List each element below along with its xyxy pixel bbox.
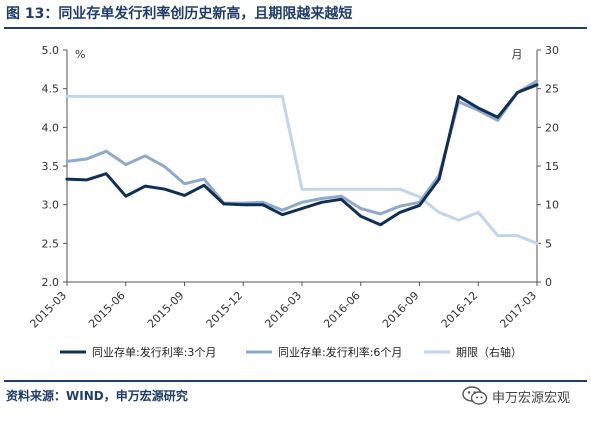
- x-tick-label: 2017-03: [497, 289, 539, 331]
- x-tick-label: 2016-06: [321, 289, 363, 331]
- x-tick-label: 2016-03: [262, 289, 304, 331]
- source-note: 资料来源：WIND，申万宏源研究: [6, 389, 188, 403]
- line-chart: 2.0 2.5 3.0 3.5 4.0 4.5 5.0 % 0 5 10 15 20 25 30 月 2015-…: [27, 44, 559, 359]
- left-tick-label: 4.0: [42, 121, 60, 134]
- right-tick-label: 5: [545, 237, 552, 250]
- right-tick-label: 25: [545, 83, 559, 96]
- left-tick-label: 2.5: [42, 237, 60, 250]
- title-divider: [4, 27, 587, 29]
- x-tick-label: 2015-06: [86, 289, 128, 331]
- left-tick-label: 4.5: [42, 83, 60, 96]
- right-tick-label: 10: [545, 199, 559, 212]
- x-tick-label: 2015-09: [145, 289, 187, 331]
- right-tick-label: 0: [545, 276, 552, 289]
- wechat-icon: [462, 386, 488, 405]
- left-tick-label: 3.5: [42, 160, 60, 173]
- legend: 同业存单:发行利率:3个月 同业存单:发行利率:6个月 期限（右轴）: [60, 345, 522, 359]
- watermark-text: 申万宏源宏观: [492, 390, 571, 406]
- series-line-3: [65, 94, 539, 245]
- right-tick-label: 20: [545, 121, 559, 134]
- watermark: 申万宏源宏观: [462, 383, 570, 409]
- right-tick-label: 15: [545, 160, 559, 173]
- x-tick-label: 2015-12: [204, 289, 246, 331]
- footer-divider: [4, 380, 587, 382]
- series-lines: [65, 79, 539, 245]
- legend-label-3: 期限（右轴）: [456, 345, 522, 359]
- legend-label-2: 同业存单:发行利率:6个月: [278, 345, 402, 359]
- legend-label-1: 同业存单:发行利率:3个月: [92, 345, 216, 359]
- x-tick-label: 2016-12: [439, 289, 481, 331]
- left-tick-label: 5.0: [42, 44, 60, 57]
- x-tick-label: 2016-09: [380, 289, 422, 331]
- right-axis-unit: 月: [512, 48, 523, 61]
- series-line-1: [65, 83, 539, 227]
- x-tick-label: 2015-03: [27, 289, 69, 331]
- figure-title: 图 13：同业存单发行利率创历史新高，且期限越来越短: [6, 6, 353, 22]
- left-tick-label: 2.0: [42, 276, 60, 289]
- right-tick-label: 30: [545, 44, 559, 57]
- axes: 2.0 2.5 3.0 3.5 4.0 4.5 5.0 % 0 5 10 15 20 25 30 月 2015-…: [27, 44, 559, 331]
- left-tick-label: 3.0: [42, 199, 60, 212]
- left-axis-unit: %: [75, 48, 85, 61]
